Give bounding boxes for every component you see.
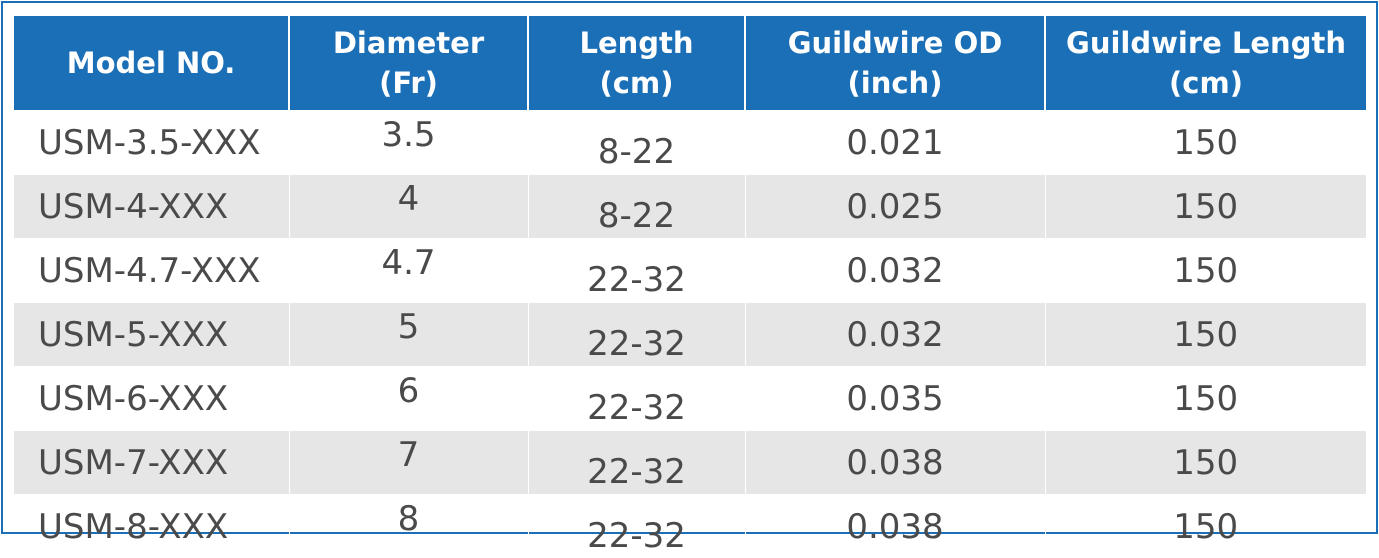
header-label: Guildwire OD [746,23,1044,63]
table-row: USM-5-XXX 5 22-32 0.032 150 [14,303,1366,367]
cell-length: 8-22 [528,111,745,175]
header-guildwire-od: Guildwire OD (inch) [745,16,1045,111]
header-label: Length [529,23,744,63]
header-diameter: Diameter (Fr) [289,16,528,111]
table-row: USM-4.7-XXX 4.7 22-32 0.032 150 [14,239,1366,303]
cell-guildwire-od: 0.035 [745,367,1045,431]
cell-guildwire-od: 0.032 [745,303,1045,367]
cell-guildwire-length: 150 [1045,431,1366,495]
cell-length: 22-32 [528,431,745,495]
table-row: USM-8-XXX 8 22-32 0.038 150 [14,495,1366,558]
table-row: USM-6-XXX 6 22-32 0.035 150 [14,367,1366,431]
header-unit: (cm) [529,63,744,103]
cell-model: USM-4-XXX [14,175,289,239]
cell-diameter: 7 [289,431,528,495]
cell-length: 22-32 [528,239,745,303]
cell-model: USM-4.7-XXX [14,239,289,303]
cell-model: USM-7-XXX [14,431,289,495]
cell-guildwire-length: 150 [1045,175,1366,239]
cell-diameter: 3.5 [289,111,528,175]
cell-length: 22-32 [528,303,745,367]
header-guildwire-length: Guildwire Length (cm) [1045,16,1366,111]
cell-guildwire-length: 150 [1045,495,1366,558]
cell-model: USM-5-XXX [14,303,289,367]
header-unit: (Fr) [290,63,527,103]
cell-diameter: 8 [289,495,528,558]
header-length: Length (cm) [528,16,745,111]
cell-guildwire-length: 150 [1045,303,1366,367]
cell-diameter: 4 [289,175,528,239]
cell-model: USM-8-XXX [14,495,289,558]
cell-guildwire-od: 0.038 [745,431,1045,495]
cell-guildwire-od: 0.025 [745,175,1045,239]
cell-guildwire-od: 0.038 [745,495,1045,558]
cell-guildwire-length: 150 [1045,239,1366,303]
header-unit: (cm) [1046,63,1366,103]
cell-diameter: 5 [289,303,528,367]
header-row: Model NO. Diameter (Fr) Length (cm) Guil… [14,16,1366,111]
cell-length: 22-32 [528,495,745,558]
header-label: Guildwire Length [1046,23,1366,63]
header-label: Diameter [290,23,527,63]
cell-guildwire-length: 150 [1045,367,1366,431]
cell-guildwire-od: 0.032 [745,239,1045,303]
table-row: USM-4-XXX 4 8-22 0.025 150 [14,175,1366,239]
header-label: Model NO. [14,43,288,83]
cell-length: 8-22 [528,175,745,239]
cell-model: USM-3.5-XXX [14,111,289,175]
header-unit: (inch) [746,63,1044,103]
cell-guildwire-length: 150 [1045,111,1366,175]
cell-length: 22-32 [528,367,745,431]
product-spec-table: Model NO. Diameter (Fr) Length (cm) Guil… [14,16,1366,558]
cell-diameter: 6 [289,367,528,431]
table-row: USM-7-XXX 7 22-32 0.038 150 [14,431,1366,495]
header-model-no: Model NO. [14,16,289,111]
cell-guildwire-od: 0.021 [745,111,1045,175]
cell-model: USM-6-XXX [14,367,289,431]
cell-diameter: 4.7 [289,239,528,303]
table-row: USM-3.5-XXX 3.5 8-22 0.021 150 [14,111,1366,175]
